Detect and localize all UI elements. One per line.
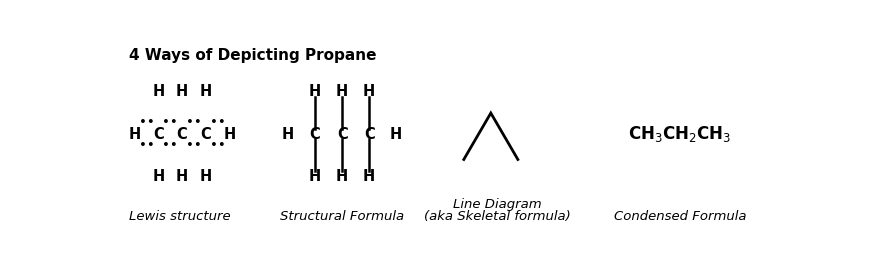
Text: H: H <box>200 84 212 99</box>
Text: H: H <box>153 169 165 184</box>
Text: ••: •• <box>209 116 225 129</box>
Text: ••: •• <box>209 139 225 152</box>
Text: Line Diagram: Line Diagram <box>453 198 542 211</box>
Text: ••: •• <box>162 116 178 129</box>
Text: H: H <box>336 84 348 99</box>
Text: Condensed Formula: Condensed Formula <box>614 210 746 223</box>
Text: H: H <box>128 127 140 142</box>
Text: C: C <box>153 127 164 142</box>
Text: H: H <box>390 127 402 142</box>
Text: C: C <box>177 127 187 142</box>
Text: (aka Skeletal formula): (aka Skeletal formula) <box>424 210 571 223</box>
Text: 4 Ways of Depicting Propane: 4 Ways of Depicting Propane <box>129 48 377 63</box>
Text: H: H <box>176 169 188 184</box>
Text: H: H <box>363 169 375 184</box>
Text: H: H <box>153 84 165 99</box>
Text: C: C <box>201 127 211 142</box>
Text: CH$_3$CH$_2$CH$_3$: CH$_3$CH$_2$CH$_3$ <box>629 124 732 144</box>
Text: ••: •• <box>139 139 154 152</box>
Text: ••: •• <box>162 139 178 152</box>
Text: H: H <box>223 127 235 142</box>
Text: ••: •• <box>139 116 154 129</box>
Text: H: H <box>200 169 212 184</box>
Text: C: C <box>310 127 321 142</box>
Text: H: H <box>282 127 294 142</box>
Text: H: H <box>336 169 348 184</box>
Text: Structural Formula: Structural Formula <box>280 210 405 223</box>
Text: C: C <box>337 127 348 142</box>
Text: H: H <box>363 84 375 99</box>
Text: ••: •• <box>186 116 201 129</box>
Text: H: H <box>309 169 321 184</box>
Text: H: H <box>309 84 321 99</box>
Text: Lewis structure: Lewis structure <box>129 210 231 223</box>
Text: H: H <box>176 84 188 99</box>
Text: C: C <box>364 127 375 142</box>
Text: ••: •• <box>186 139 201 152</box>
